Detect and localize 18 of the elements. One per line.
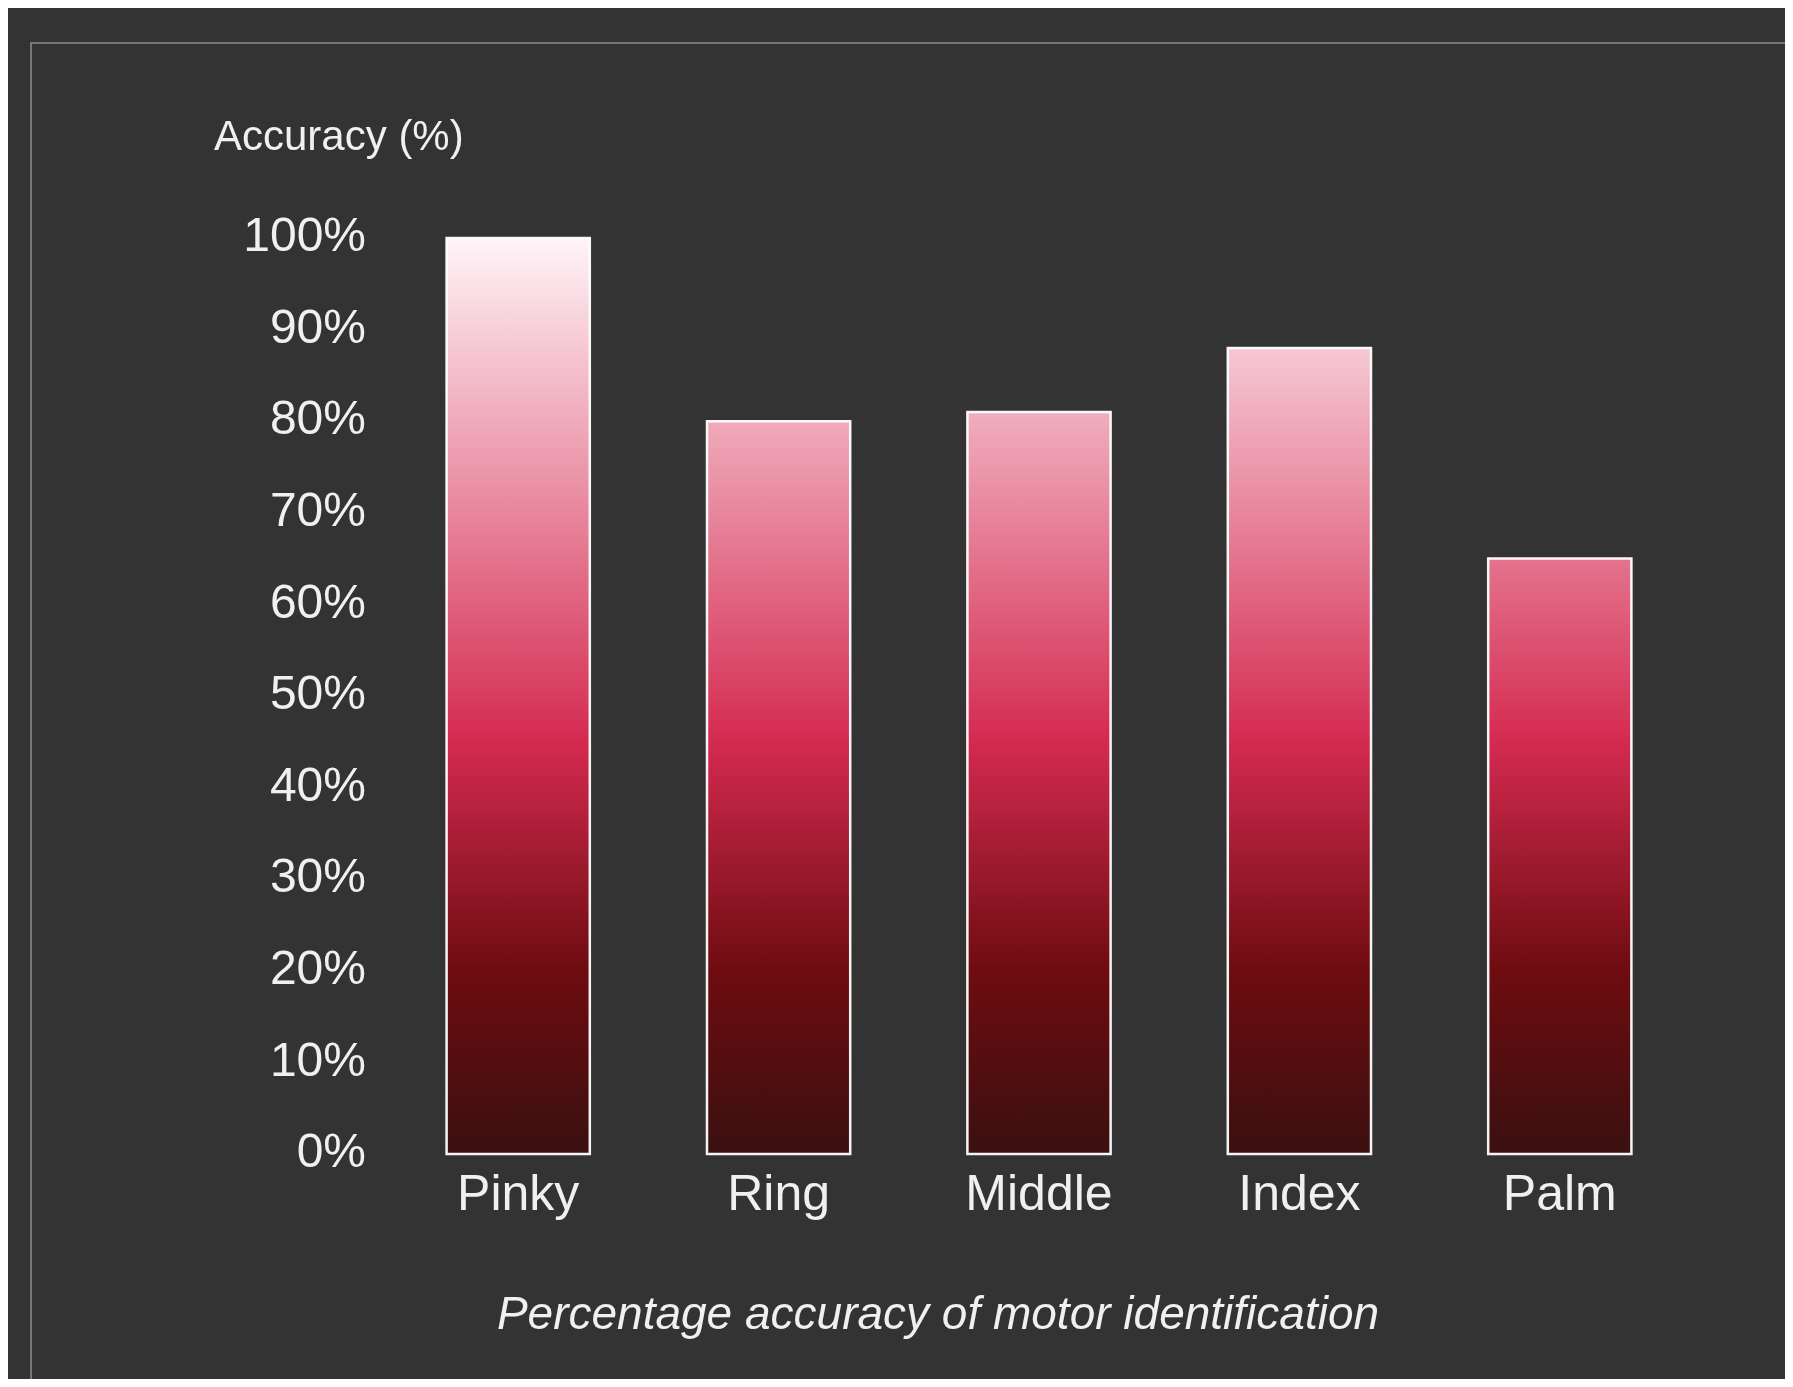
x-tick-label: Palm [1502, 1164, 1617, 1221]
x-tick-label: Middle [965, 1164, 1113, 1221]
y-tick-label: 80% [269, 391, 366, 445]
x-tick-label: Index [1238, 1164, 1361, 1221]
y-tick-label: 30% [269, 849, 366, 903]
y-tick-label: 100% [243, 208, 366, 262]
text: Percentage accuracy of motor identification [495, 1286, 1381, 1340]
y-tick-label: 60% [269, 574, 366, 628]
y-tick-label: 70% [269, 483, 366, 537]
y-tick-label: 40% [269, 757, 366, 811]
y-tick-label: 20% [269, 941, 366, 995]
y-axis-title: Accuracy (%) [214, 112, 464, 160]
x-tick-label: Pinky [457, 1164, 580, 1221]
y-tick-label: 90% [269, 299, 366, 353]
y-tick-label: 0% [296, 1124, 366, 1178]
x-tick-label: Ring [727, 1164, 831, 1221]
y-tick-label: 10% [269, 1032, 366, 1086]
y-tick-label: 50% [269, 666, 366, 720]
